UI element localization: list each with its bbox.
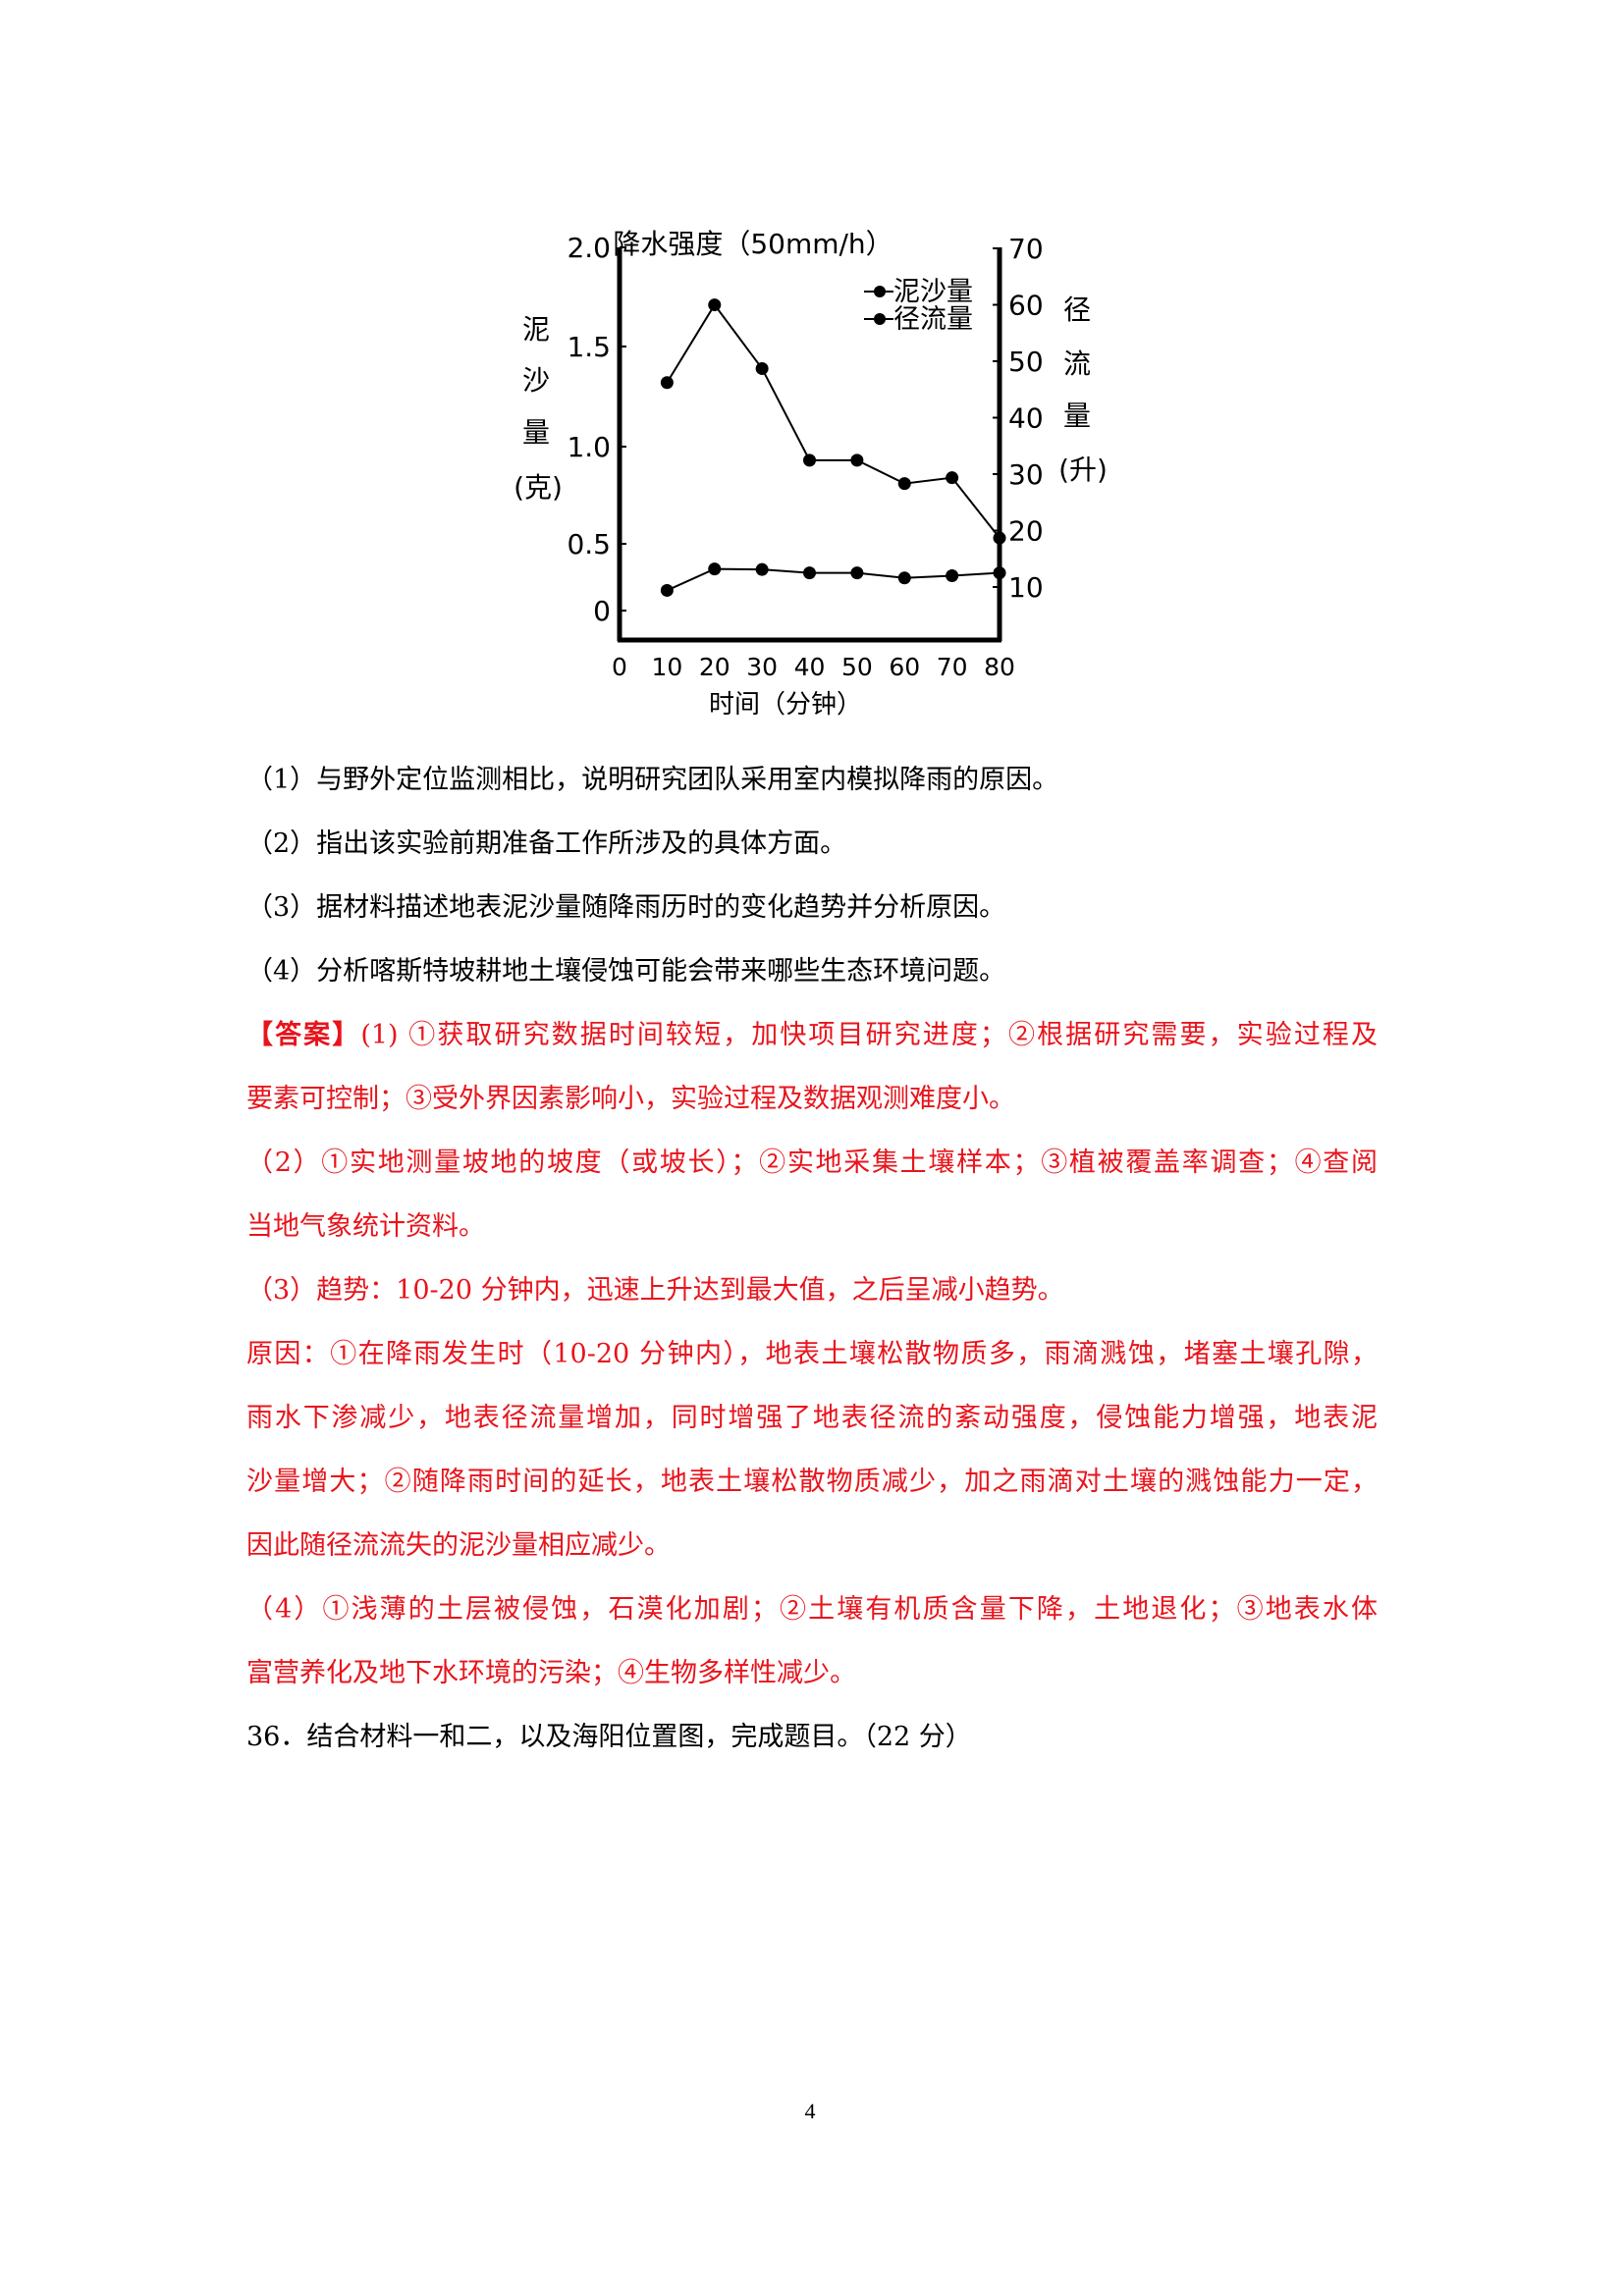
line-text: （1）与野外定位监测相比，说明研究团队采用室内模拟降雨的原因。: [246, 765, 1059, 795]
answer-line: 要素可控制；③受外界因素影响小，实验过程及数据观测难度小。: [246, 1080, 1378, 1119]
answer-line: 沙量增大；②随降雨时间的延长，地表土壤松散物质减少，加之雨滴对土壤的溅蚀能力一定…: [246, 1463, 1378, 1502]
data-point-runoff: [803, 566, 816, 580]
line-text: 原因：①在降雨发生时（10-20 分钟内），地表土壤松散物质多，雨滴溅蚀，堵塞土…: [246, 1339, 1378, 1369]
line-text: 因此随径流流失的泥沙量相应减少。: [246, 1530, 671, 1561]
x-axis-label: 时间（分钟）: [709, 690, 862, 720]
data-point-sediment: [850, 454, 864, 467]
legend-marker-sediment: [874, 286, 886, 297]
x-tick-label: 50: [841, 653, 873, 681]
x-tick-label: 60: [889, 653, 920, 681]
line-text: 富营养化及地下水环境的污染；④生物多样性减少。: [246, 1658, 856, 1688]
line-text: 要素可控制；③受外界因素影响小，实验过程及数据观测难度小。: [246, 1084, 1015, 1114]
data-point-sediment: [946, 471, 959, 485]
line-text: 沙量增大；②随降雨时间的延长，地表土壤松散物质减少，加之雨滴对土壤的溅蚀能力一定…: [246, 1467, 1378, 1497]
x-tick-label: 30: [746, 653, 778, 681]
right-tick-label: 20: [1008, 515, 1044, 548]
left-axis-label-char: 量: [522, 416, 550, 449]
answer-line: 当地气象统计资料。: [246, 1207, 1378, 1247]
data-point-runoff: [993, 566, 1006, 580]
data-point-runoff: [660, 583, 674, 597]
left-axis-label-unit: (克): [514, 471, 563, 504]
left-tick-label: 1.5: [567, 331, 611, 363]
legend: 泥沙量 径流量: [864, 277, 973, 335]
question-line: （1）与野外定位监测相比，说明研究团队采用室内模拟降雨的原因。: [246, 761, 1378, 800]
right-tick-label: 50: [1008, 346, 1044, 378]
right-axis-label-char: 流: [1063, 347, 1091, 380]
line-text: （4）分析喀斯特坡耕地土壤侵蚀可能会带来哪些生态环境问题。: [246, 956, 1006, 987]
right-tick-label: 60: [1008, 290, 1044, 322]
legend-label-runoff: 径流量: [893, 304, 973, 335]
question-heading: 36．结合材料一和二，以及海阳位置图，完成题目。（22 分）: [246, 1718, 1378, 1757]
x-tick-label: 40: [794, 653, 826, 681]
line-text: 36．结合材料一和二，以及海阳位置图，完成题目。（22 分）: [246, 1722, 972, 1752]
line-text: （3）据材料描述地表泥沙量随降雨历时的变化趋势并分析原因。: [246, 892, 1006, 923]
left-axis-label-char: 沙: [522, 364, 550, 397]
left-axis-label: 泥 沙 量 (克): [514, 313, 563, 504]
answer-line: 因此随径流流失的泥沙量相应减少。: [246, 1526, 1378, 1566]
data-point-sediment: [708, 298, 722, 312]
question-line: （2）指出该实验前期准备工作所涉及的具体方面。: [246, 825, 1378, 864]
line-text: (1) ①获取研究数据时间较短，加快项目研究进度；②根据研究需要，实验过程及: [360, 1020, 1379, 1050]
right-axis-label-char: 径: [1063, 294, 1091, 326]
data-point-sediment: [660, 376, 674, 390]
left-tick-label: 0: [593, 595, 611, 627]
left-tick-label: 2.0: [567, 232, 611, 264]
right-axis-label: 径 流 量 (升): [1058, 294, 1108, 486]
sediment-runoff-chart: 降水强度（50mm/h） 2.0 1.5 1.0 0.5 0 70 60 50 40 30 20 10…: [514, 228, 1108, 720]
series-line-runoff: [666, 567, 1001, 592]
left-axis-label-char: 泥: [522, 313, 550, 346]
data-point-runoff: [946, 569, 959, 582]
chart-title: 降水强度（50mm/h）: [613, 228, 893, 260]
answer-line: （4）①浅薄的土层被侵蚀，石漠化加剧；②土壤有机质含量下降，土地退化；③地表水体: [246, 1590, 1378, 1629]
data-point-runoff: [708, 562, 722, 576]
line-text: （3）趋势：10-20 分钟内，迅速上升达到最大值，之后呈减小趋势。: [246, 1275, 1064, 1306]
line-text: （2）指出该实验前期准备工作所涉及的具体方面。: [246, 828, 847, 859]
answer-line: （3）趋势：10-20 分钟内，迅速上升达到最大值，之后呈减小趋势。: [246, 1271, 1378, 1310]
question-line: （3）据材料描述地表泥沙量随降雨历时的变化趋势并分析原因。: [246, 888, 1378, 928]
question-line: （4）分析喀斯特坡耕地土壤侵蚀可能会带来哪些生态环境问题。: [246, 952, 1378, 991]
right-tick-label: 70: [1008, 233, 1044, 265]
left-tick-label: 1.0: [567, 431, 611, 463]
x-tick-label: 80: [984, 653, 1015, 681]
page-number: 4: [804, 2099, 816, 2123]
data-point-runoff: [850, 566, 864, 580]
legend-label-sediment: 泥沙量: [893, 277, 973, 307]
data-point-sediment: [897, 477, 911, 491]
left-tick-label: 0.5: [567, 528, 611, 561]
line-text: 当地气象统计资料。: [246, 1211, 485, 1242]
right-tick-label: 30: [1008, 458, 1044, 491]
answer-line: 富营养化及地下水环境的污染；④生物多样性减少。: [246, 1654, 1378, 1693]
series-line-sediment: [666, 302, 1001, 539]
line-text: 雨水下渗减少，地表径流量增加，同时增强了地表径流的紊动强度，侵蚀能力增强，地表泥: [246, 1403, 1378, 1433]
answer-label: 【答案】: [246, 1020, 361, 1050]
data-point-sediment: [993, 531, 1006, 545]
right-axis-label-unit: (升): [1058, 454, 1108, 486]
right-tick-label: 40: [1008, 402, 1044, 435]
data-point-sediment: [755, 361, 769, 375]
x-tick-label: 10: [651, 653, 682, 681]
answer-line: 原因：①在降雨发生时（10-20 分钟内），地表土壤松散物质多，雨滴溅蚀，堵塞土…: [246, 1335, 1378, 1374]
data-point-runoff: [755, 562, 769, 576]
legend-marker-runoff: [874, 313, 886, 325]
data-point-runoff: [897, 571, 911, 585]
answer-line: 【答案】(1) ①获取研究数据时间较短，加快项目研究进度；②根据研究需要，实验过…: [246, 1016, 1378, 1055]
data-point-sediment: [803, 454, 816, 467]
right-axis-label-char: 量: [1063, 400, 1091, 432]
x-tick-label: 0: [612, 653, 627, 681]
answer-line: 雨水下渗减少，地表径流量增加，同时增强了地表径流的紊动强度，侵蚀能力增强，地表泥: [246, 1399, 1378, 1438]
x-tick-label: 20: [699, 653, 730, 681]
line-text: （2）①实地测量坡地的坡度（或坡长）；②实地采集土壤样本；③植被覆盖率调查；④查…: [246, 1148, 1378, 1178]
x-tick-label: 70: [937, 653, 968, 681]
line-text: （4）①浅薄的土层被侵蚀，石漠化加剧；②土壤有机质含量下降，土地退化；③地表水体: [246, 1594, 1378, 1625]
answer-line: （2）①实地测量坡地的坡度（或坡长）；②实地采集土壤样本；③植被覆盖率调查；④查…: [246, 1144, 1378, 1183]
right-tick-label: 10: [1008, 571, 1044, 604]
